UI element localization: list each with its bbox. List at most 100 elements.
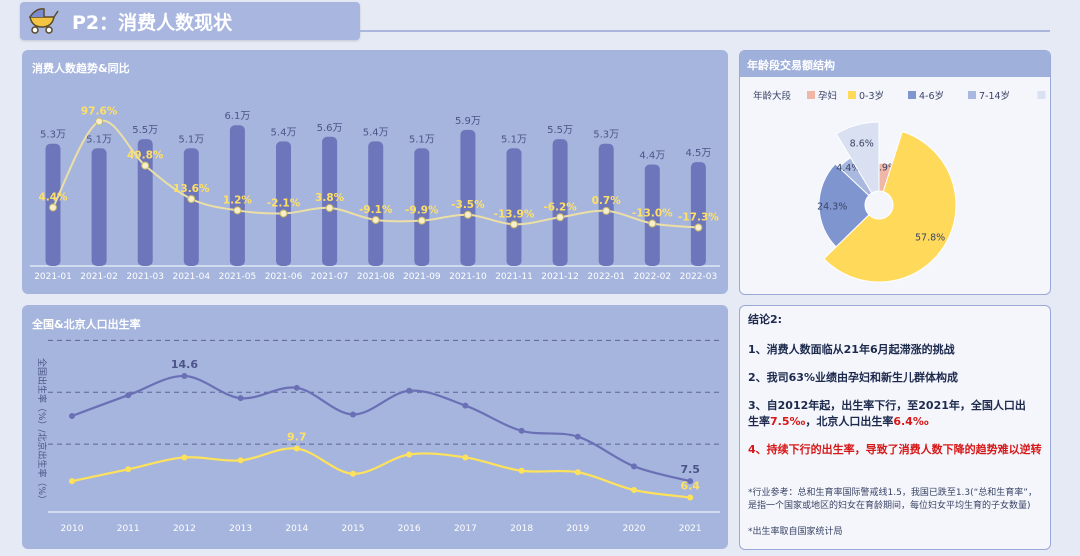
- national-point: [518, 427, 525, 434]
- bar-value-label: 5.4万: [363, 127, 389, 138]
- bar-consumers: [183, 148, 199, 266]
- x-tick-label: 2019: [566, 524, 589, 534]
- conclusion-title: 结论2:: [748, 313, 783, 326]
- source-note: *出生率取自国家统计局: [748, 527, 843, 537]
- beijing-point: [631, 487, 637, 494]
- national-point: [237, 395, 244, 402]
- national-point: [687, 478, 694, 485]
- bar-consumers: [322, 136, 338, 266]
- birth-rate-panel: [22, 305, 728, 549]
- bar-consumers: [276, 141, 291, 266]
- yoy-point: [187, 194, 196, 203]
- legend-swatch: [1037, 91, 1046, 99]
- yoy-value-label: -13.9%: [494, 208, 535, 220]
- national-point: [574, 433, 581, 440]
- bar-consumers: [644, 164, 660, 266]
- yoy-value-label: -17.3%: [678, 212, 719, 224]
- beijing-point: [687, 494, 694, 501]
- beijing-point: [350, 470, 356, 477]
- page-title: P2：消费人数现状: [72, 12, 233, 34]
- x-tick-label: 2021-07: [311, 272, 349, 282]
- bar-value-label: 5.4万: [271, 127, 297, 138]
- x-tick-label: 2021-03: [126, 272, 164, 282]
- x-tick-label: 2021-02: [80, 272, 118, 282]
- yoy-point: [694, 223, 703, 232]
- data-label: 6.4: [680, 479, 700, 492]
- yoy-value-label: 97.6%: [81, 105, 118, 117]
- x-tick-label: 2018: [510, 524, 533, 534]
- national-point: [181, 372, 188, 379]
- yoy-value-label: -3.5%: [451, 199, 485, 211]
- birth-rate-chart: 全国出生率（%）/北京出生率（%） 14.6 7.5 9.7 6.4 2010 2011 20…: [36, 339, 720, 534]
- bar-value-label: 4.4万: [639, 150, 665, 161]
- pie-slice: [818, 163, 870, 248]
- yoy-value-label: 1.2%: [223, 194, 253, 206]
- yoy-point: [510, 220, 518, 229]
- bar-value-label: 5.1万: [178, 134, 204, 145]
- x-tick-label: 2014: [285, 524, 308, 534]
- x-tick-label: 2021-05: [219, 272, 257, 282]
- yoy-value-label: 3.8%: [315, 192, 345, 204]
- x-tick-label: 2016: [398, 524, 421, 534]
- bar-value-label: 5.5万: [547, 125, 573, 136]
- bar-consumers: [460, 129, 476, 266]
- bar-value-label: 5.5万: [132, 125, 158, 136]
- bar-value-label: 5.1万: [409, 134, 435, 145]
- bar-consumers: [414, 148, 430, 266]
- legend-title: 年龄大段: [753, 90, 792, 102]
- bar-consumers: [368, 141, 384, 266]
- bar-consumers: [552, 139, 568, 266]
- x-tick-label: 2021-04: [172, 272, 210, 282]
- pie-slice: [823, 130, 957, 283]
- legend-swatch: [848, 91, 856, 99]
- x-tick-label: 2021-11: [495, 272, 533, 282]
- legend-label: 孕妇: [818, 90, 837, 102]
- industry-note: *行业参考：总和生育率国际警戒线1.5，我国已跌至1.3(“总和生育率”，是指一…: [748, 488, 1037, 511]
- bar-value-label: 5.1万: [501, 134, 527, 145]
- conclusion-point-4: 4、持续下行的出生率，导致了消费人数下降的趋势难以逆转: [748, 443, 1042, 456]
- conclusion-panel: [739, 305, 1051, 550]
- yoy-point: [371, 215, 380, 224]
- conclusion-point-3-part-b: 生率: [748, 415, 770, 428]
- legend-label: 4-6岁: [919, 90, 944, 102]
- beijing-rate-highlight: 6.4‰: [893, 415, 929, 428]
- x-tick-label: 2021-01: [34, 272, 72, 282]
- bar-value-label: 5.3万: [593, 130, 619, 141]
- legend-swatch: [908, 91, 916, 99]
- national-point: [293, 384, 300, 391]
- conclusion-point-3-part-d: ，北京人口出生率: [805, 415, 894, 428]
- legend-swatch: [968, 91, 976, 99]
- bar-consumers: [598, 143, 614, 266]
- bar-value-label: 5.1万: [86, 134, 112, 145]
- conclusion-point-3: 3、自2012年起，出生率下行，至2021年，全国人口出 生率7.5‰，北京人口…: [748, 398, 1043, 430]
- beijing-point: [181, 454, 188, 461]
- age-structure-header: [740, 51, 1050, 77]
- yoy-point: [648, 219, 657, 228]
- yoy-value-label: -13.0%: [632, 208, 673, 220]
- bar-consumers: [137, 139, 153, 266]
- national-point: [406, 387, 413, 394]
- consumer-trend-title: 消费人数趋势&同比: [32, 62, 130, 75]
- national-rate-highlight: 7.5‰: [770, 415, 806, 428]
- legend-label: 0-3岁: [859, 90, 884, 102]
- x-tick-label: 2020: [623, 524, 646, 534]
- beijing-point: [462, 454, 469, 461]
- age-structure-title: 年龄段交易额结构: [747, 59, 835, 72]
- pie-value-label: 24.3%: [817, 201, 847, 212]
- legend-label: 7-14岁: [979, 90, 1010, 102]
- x-tick-label: 2017: [454, 524, 477, 534]
- conclusion-point-2: 2、我司63%业绩由孕妇和新生儿群体构成: [748, 371, 958, 384]
- x-tick-label: 2010: [61, 524, 84, 534]
- x-tick-label: 2021-08: [357, 272, 395, 282]
- yoy-value-label: 0.7%: [592, 195, 622, 207]
- pie-value-label: 8.6%: [850, 139, 874, 150]
- data-label: 14.6: [171, 358, 198, 371]
- beijing-point: [574, 469, 581, 476]
- bar-value-label: 5.3万: [40, 130, 66, 141]
- pie-slice: [835, 121, 880, 194]
- pie-value-label: 4.9%: [873, 163, 897, 174]
- age-structure-chart: 年龄大段 孕妇 0-3岁 4-6岁 7-14岁 其它 4.9% 57.8% 24.3% 4.4% 8…: [753, 90, 1049, 283]
- beijing-point: [406, 451, 413, 458]
- x-tick-label: 2022-03: [680, 272, 718, 282]
- national-point: [69, 412, 75, 419]
